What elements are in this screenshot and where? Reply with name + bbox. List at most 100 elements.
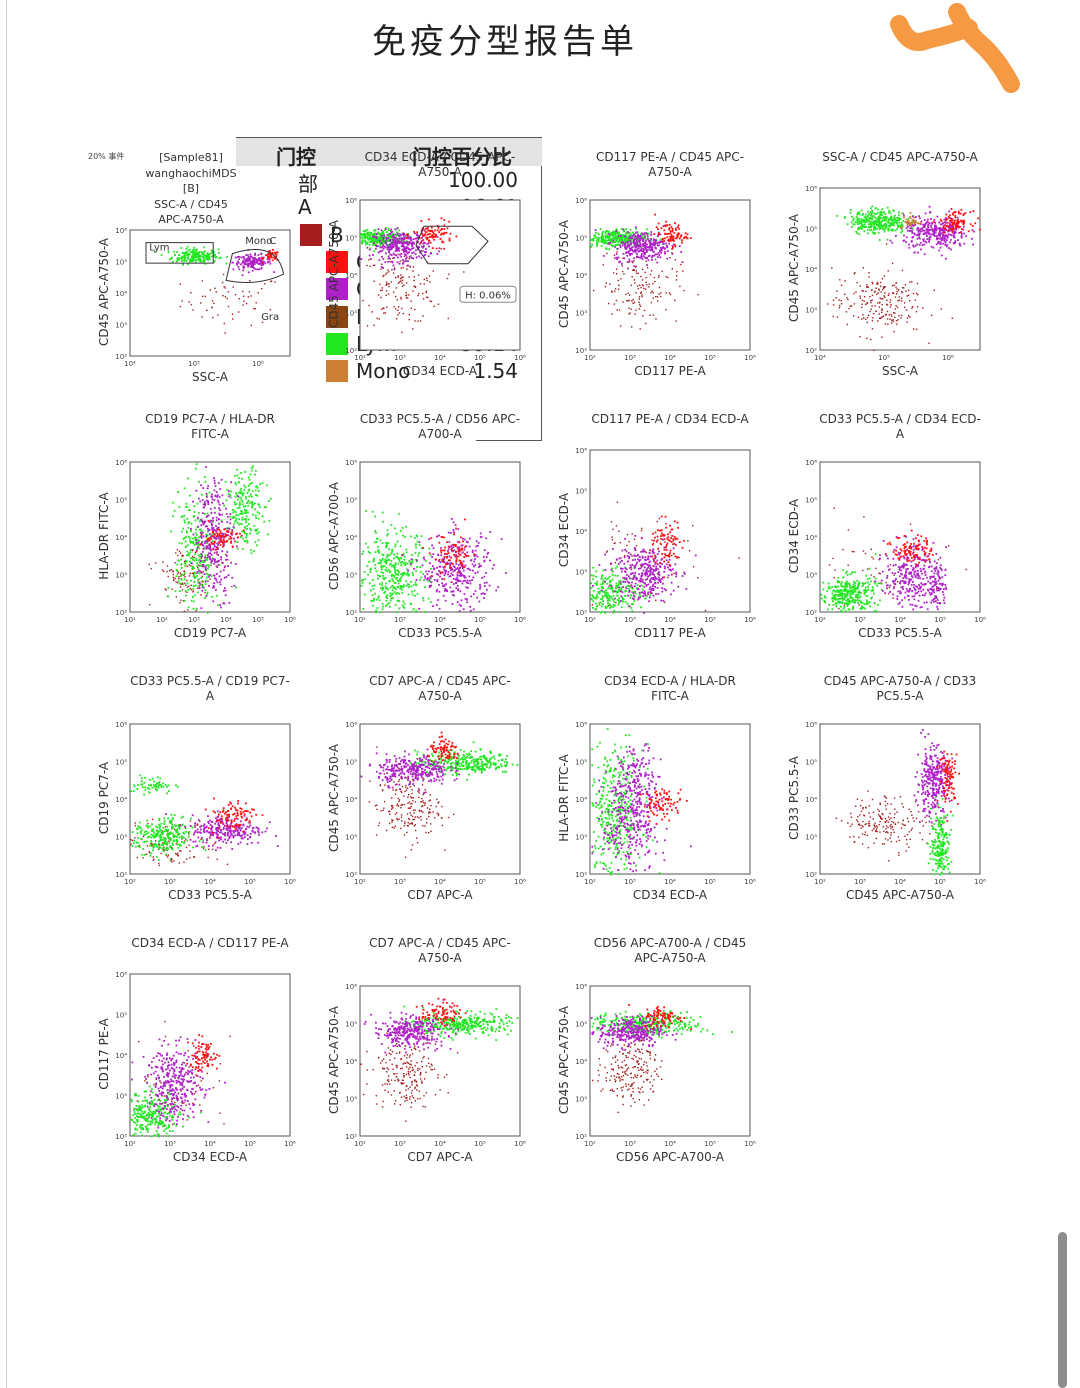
event-dot xyxy=(383,565,385,567)
event-dot xyxy=(901,292,903,294)
event-dot xyxy=(446,556,448,559)
gate-percent: 1.54 xyxy=(473,359,518,384)
gra-gate xyxy=(225,249,285,283)
event-dot xyxy=(403,233,406,235)
event-dot xyxy=(427,229,430,232)
event-dot xyxy=(224,565,226,568)
event-dot xyxy=(939,241,942,244)
event-dot xyxy=(658,517,660,520)
event-dot xyxy=(602,239,605,242)
x-tick-label: 10⁴ xyxy=(124,360,136,368)
event-dot xyxy=(214,495,217,498)
event-dot xyxy=(183,570,186,572)
event-dot xyxy=(174,590,177,593)
event-dot xyxy=(901,230,904,233)
event-dot xyxy=(887,294,890,296)
event-dot xyxy=(407,297,409,299)
event-dot xyxy=(405,294,408,296)
event-dot xyxy=(939,218,942,221)
population-lym xyxy=(153,245,228,266)
event-dot xyxy=(230,542,232,544)
event-dot xyxy=(377,251,380,254)
event-dot xyxy=(384,312,387,314)
event-dot xyxy=(643,233,645,236)
event-dot xyxy=(220,539,223,542)
event-dot xyxy=(877,283,879,285)
event-dot xyxy=(655,318,657,320)
event-dot xyxy=(917,222,919,224)
event-dot xyxy=(648,248,651,251)
event-dot xyxy=(375,611,378,614)
gate-color-swatch xyxy=(326,250,348,273)
event-dot xyxy=(658,241,661,243)
event-dot xyxy=(896,290,898,293)
population-gra xyxy=(360,227,441,271)
event-dot xyxy=(978,228,981,231)
event-dot xyxy=(250,324,252,327)
event-dot xyxy=(222,602,225,605)
event-dot xyxy=(886,216,888,219)
gate-percent: 100.00 xyxy=(448,168,518,192)
gate-row: Mono 1.54 xyxy=(236,358,542,385)
event-dot xyxy=(962,223,965,226)
event-dot xyxy=(258,531,260,534)
event-dot xyxy=(438,247,441,250)
event-dot xyxy=(259,262,262,265)
population-b xyxy=(179,273,276,334)
event-dot xyxy=(391,584,394,587)
event-dot xyxy=(373,229,375,232)
event-dot xyxy=(952,224,954,227)
event-dot xyxy=(631,234,634,237)
event-dot xyxy=(228,495,230,498)
event-dot xyxy=(859,285,861,287)
event-dot xyxy=(193,246,196,249)
event-dot xyxy=(652,238,655,241)
event-dot xyxy=(906,321,908,323)
event-dot xyxy=(179,602,181,604)
event-dot xyxy=(366,242,369,245)
event-dot xyxy=(270,255,272,257)
event-dot xyxy=(471,549,474,552)
event-dot xyxy=(946,224,949,227)
y-tick-label: 10⁵ xyxy=(345,235,357,243)
event-dot xyxy=(171,256,173,259)
y-tick-label: 10³ xyxy=(345,572,357,580)
event-dot xyxy=(635,270,638,272)
event-dot xyxy=(401,560,404,563)
event-dot xyxy=(432,547,435,550)
event-dot xyxy=(864,216,867,218)
event-dot xyxy=(441,578,443,580)
event-dot xyxy=(380,232,383,235)
event-dot xyxy=(595,236,598,238)
event-dot xyxy=(893,330,895,333)
event-dot xyxy=(873,221,875,224)
event-dot xyxy=(950,234,953,236)
event-dot xyxy=(383,234,386,237)
y-tick-label: 10³ xyxy=(345,310,357,318)
event-dot xyxy=(241,516,244,519)
event-dot xyxy=(647,259,650,262)
event-dot xyxy=(960,231,962,234)
event-dot xyxy=(853,273,855,275)
event-dot xyxy=(857,217,860,220)
event-dot xyxy=(905,227,908,230)
x-tick-label: 10³ xyxy=(624,354,636,362)
event-dot xyxy=(208,539,210,541)
event-dot xyxy=(382,244,385,246)
event-dot xyxy=(850,221,853,224)
event-dot xyxy=(441,240,444,243)
event-dot xyxy=(241,492,244,495)
event-dot xyxy=(892,210,895,213)
event-dot xyxy=(213,562,216,565)
event-dot xyxy=(679,285,681,288)
event-dot xyxy=(213,302,215,304)
event-dot xyxy=(623,229,625,232)
event-dot xyxy=(886,318,889,320)
event-dot xyxy=(954,231,957,233)
event-dot xyxy=(404,260,407,262)
event-dot xyxy=(452,578,455,580)
scatter-plot-panel: CD34 ECD-A / CD45 APC- A750-A 10² 10³ 10⁴ 10… xyxy=(318,150,553,400)
event-dot xyxy=(395,237,398,240)
event-dot xyxy=(956,225,959,228)
event-dot xyxy=(633,250,636,253)
